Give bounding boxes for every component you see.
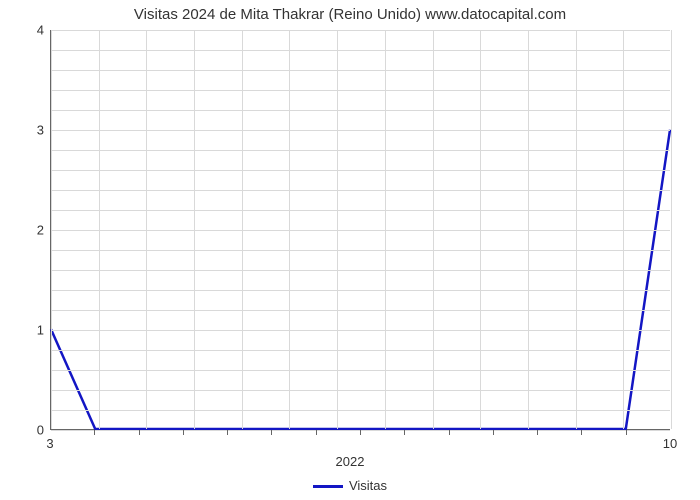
x-minor-tick (139, 430, 140, 435)
y-tick-label: 4 (0, 23, 44, 38)
x-minor-tick (626, 430, 627, 435)
x-tick-label: 3 (46, 436, 53, 451)
x-tick-label: 10 (663, 436, 677, 451)
x-minor-tick (404, 430, 405, 435)
gridline-v (242, 30, 243, 429)
gridline-v (99, 30, 100, 429)
y-tick-label: 3 (0, 123, 44, 138)
x-axis-label: 2022 (0, 454, 700, 469)
gridline-h (51, 30, 670, 31)
gridline-h (51, 330, 670, 331)
gridline-h (51, 350, 670, 351)
gridline-h (51, 170, 670, 171)
gridline-h (51, 230, 670, 231)
gridline-v (671, 30, 672, 429)
gridline-v (337, 30, 338, 429)
gridline-h (51, 70, 670, 71)
gridline-h (51, 250, 670, 251)
gridline-h (51, 130, 670, 131)
gridline-v (528, 30, 529, 429)
gridline-v (433, 30, 434, 429)
y-tick-label: 0 (0, 423, 44, 438)
gridline-v (576, 30, 577, 429)
gridline-h (51, 150, 670, 151)
gridline-v (194, 30, 195, 429)
chart-title: Visitas 2024 de Mita Thakrar (Reino Unid… (0, 6, 700, 23)
gridline-v (289, 30, 290, 429)
legend: Visitas (0, 478, 700, 493)
x-minor-tick (316, 430, 317, 435)
gridline-v (51, 30, 52, 429)
legend-swatch (313, 485, 343, 488)
gridline-h (51, 390, 670, 391)
gridline-h (51, 290, 670, 291)
y-tick-label: 2 (0, 223, 44, 238)
x-minor-tick (449, 430, 450, 435)
gridline-h (51, 110, 670, 111)
x-minor-tick (537, 430, 538, 435)
x-minor-tick (360, 430, 361, 435)
gridline-v (623, 30, 624, 429)
gridline-h (51, 410, 670, 411)
gridline-v (146, 30, 147, 429)
gridline-h (51, 370, 670, 371)
gridline-v (480, 30, 481, 429)
plot-area (50, 30, 670, 430)
y-tick-label: 1 (0, 323, 44, 338)
x-minor-tick (227, 430, 228, 435)
legend-label: Visitas (349, 478, 387, 493)
gridline-h (51, 190, 670, 191)
visits-line-chart: Visitas 2024 de Mita Thakrar (Reino Unid… (0, 0, 700, 500)
gridline-h (51, 310, 670, 311)
x-minor-tick (271, 430, 272, 435)
x-minor-tick (581, 430, 582, 435)
x-minor-tick (183, 430, 184, 435)
x-minor-tick (94, 430, 95, 435)
x-minor-tick (493, 430, 494, 435)
gridline-v (385, 30, 386, 429)
gridline-h (51, 210, 670, 211)
gridline-h (51, 90, 670, 91)
gridline-h (51, 50, 670, 51)
gridline-h (51, 270, 670, 271)
